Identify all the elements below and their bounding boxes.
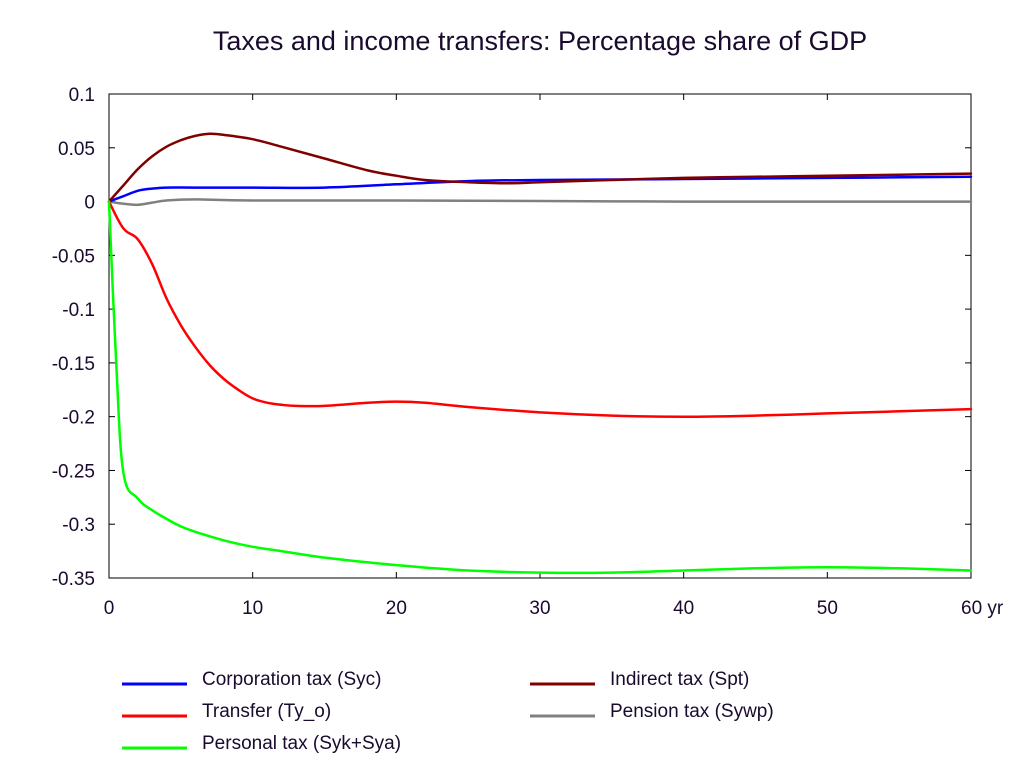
legend-label: Transfer (Ty_o) [202,701,331,722]
x-tick-label: 30 [529,598,550,619]
y-axis: 0.1 0.05 0 -0.05 -0.1 -0.15 -0.2 -0.25 -0.3 -0.35 [52,85,971,590]
series-lines [107,132,973,575]
y-tick-label: -0.3 [62,515,95,536]
series-line-corporation-tax-syc [107,175,973,203]
x-tick-label: 50 [817,598,838,619]
series-line-pension-tax-sywp [107,198,973,207]
legend-label: Corporation tax (Syc) [202,669,382,690]
y-tick-label: 0 [84,193,95,214]
x-tick-label: 40 [673,598,694,619]
x-tick-label: 10 [242,598,263,619]
y-tick-label: -0.2 [62,408,95,429]
legend: Corporation tax (Syc) Indirect tax (Spt) T… [122,669,774,754]
y-tick-label: 0.1 [69,85,95,106]
legend-label: Pension tax (Sywp) [610,701,774,722]
series-line-personal-tax-syk-sya [107,200,973,575]
x-tick-label: 0 [104,598,115,619]
series-line-indirect-tax-spt [107,132,973,203]
x-axis: 0 10 20 30 40 50 60 yr [104,94,1004,619]
y-tick-label: 0.05 [58,139,95,160]
y-tick-label: -0.05 [52,246,95,267]
y-tick-label: -0.25 [52,461,95,482]
y-tick-label: -0.35 [52,569,95,590]
x-tick-label: 60 yr [961,598,1004,619]
chart-title: Taxes and income transfers: Percentage s… [213,26,867,56]
legend-label: Personal tax (Syk+Sya) [202,733,401,754]
x-tick-label: 20 [386,598,407,619]
plot-frame [108,93,972,579]
y-tick-label: -0.15 [52,354,95,375]
series-line-transfer-ty-o [107,200,973,418]
legend-label: Indirect tax (Spt) [610,669,749,690]
y-tick-label: -0.1 [62,300,95,321]
